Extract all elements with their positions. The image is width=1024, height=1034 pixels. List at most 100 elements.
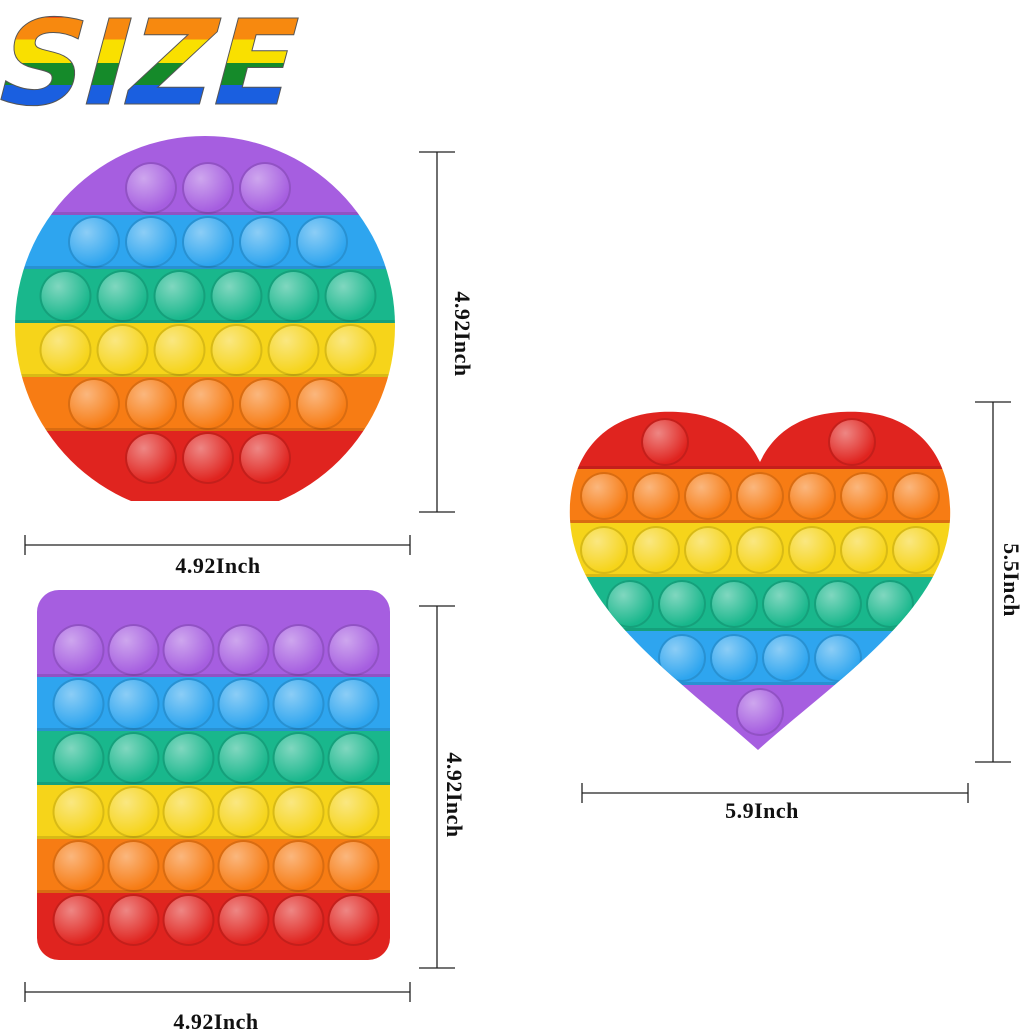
bubble-highlight	[894, 474, 938, 518]
bubble-highlight	[790, 528, 834, 572]
bubble-highlight	[164, 734, 213, 782]
bubble-highlight	[274, 680, 323, 728]
bubble-highlight	[127, 218, 175, 266]
bubble-highlight	[164, 680, 213, 728]
bubble-highlight	[582, 474, 626, 518]
bubble-highlight	[54, 788, 103, 836]
bubble-highlight	[738, 528, 782, 572]
bubble-highlight	[127, 380, 175, 428]
bubble-highlight	[164, 842, 213, 890]
circle-height-label: 4.92Inch	[450, 291, 475, 376]
bubble-highlight	[54, 734, 103, 782]
bubble-highlight	[109, 734, 158, 782]
stripe-divider	[15, 374, 395, 377]
bubble-highlight	[212, 326, 261, 374]
bubble-highlight	[868, 582, 912, 626]
bubble-highlight	[127, 164, 175, 212]
stripe-divider	[15, 266, 395, 269]
stripe-divider	[37, 674, 390, 677]
bubble-highlight	[219, 896, 268, 944]
stripe-divider	[37, 890, 390, 893]
bubble-highlight	[274, 734, 323, 782]
bubble-highlight	[329, 734, 378, 782]
bubble-highlight	[298, 380, 346, 428]
bubble-highlight	[109, 626, 158, 674]
bubble-highlight	[329, 842, 378, 890]
bubble-highlight	[41, 272, 90, 320]
stripe-divider	[569, 628, 951, 631]
stripe-divider	[569, 574, 951, 577]
dimension-line	[419, 605, 455, 969]
bubble-highlight	[155, 272, 204, 320]
heart-height-label: 5.5Inch	[999, 543, 1024, 617]
bubble-highlight	[842, 474, 886, 518]
square-width-label: 4.92Inch	[173, 1009, 258, 1034]
stripe-divider	[569, 466, 951, 469]
heart-width-label: 5.9Inch	[725, 798, 799, 823]
bubble-highlight	[329, 788, 378, 836]
bubble-highlight	[329, 680, 378, 728]
bubble-highlight	[608, 582, 652, 626]
bubble-highlight	[184, 434, 232, 482]
bubble-highlight	[164, 896, 213, 944]
bubble-highlight	[686, 474, 730, 518]
dimension-line	[975, 401, 1011, 763]
square-pop-it-toy	[37, 590, 390, 960]
bubble-highlight	[109, 842, 158, 890]
bubble-highlight	[830, 420, 874, 464]
stripe-divider	[15, 320, 395, 323]
bubble-highlight	[54, 626, 103, 674]
bubble-highlight	[164, 788, 213, 836]
stripe-divider	[37, 836, 390, 839]
bubble-highlight	[127, 434, 175, 482]
bubble-highlight	[98, 272, 147, 320]
bubble-highlight	[41, 326, 90, 374]
bubble-highlight	[660, 636, 704, 680]
bubble-highlight	[241, 380, 289, 428]
bubble-highlight	[738, 690, 782, 734]
bubble-highlight	[329, 896, 378, 944]
bubble-highlight	[660, 582, 704, 626]
square-height-label: 4.92Inch	[442, 752, 467, 837]
bubble-highlight	[712, 636, 756, 680]
bubble-highlight	[164, 626, 213, 674]
bubble-highlight	[738, 474, 782, 518]
bubble-highlight	[184, 218, 232, 266]
bubble-highlight	[790, 474, 834, 518]
bubble-highlight	[241, 164, 289, 212]
dimension-line	[24, 982, 411, 1002]
dimension-line	[581, 783, 969, 803]
bubble-highlight	[326, 326, 375, 374]
bubble-highlight	[269, 272, 318, 320]
dimension-line	[24, 535, 411, 555]
bubble-highlight	[842, 528, 886, 572]
bubble-highlight	[269, 326, 318, 374]
bubble-highlight	[326, 272, 375, 320]
dimension-line	[419, 151, 455, 513]
bubble-highlight	[98, 326, 147, 374]
bubble-highlight	[634, 474, 678, 518]
stripe-divider	[15, 212, 395, 215]
bubble-highlight	[155, 326, 204, 374]
circle-pop-it-toy	[15, 136, 395, 501]
bubble-highlight	[634, 528, 678, 572]
bubble-highlight	[712, 582, 756, 626]
bubble-highlight	[219, 680, 268, 728]
bubble-highlight	[241, 218, 289, 266]
bubble-highlight	[54, 680, 103, 728]
bubble-highlight	[219, 626, 268, 674]
bubble-highlight	[816, 582, 860, 626]
bubble-highlight	[329, 626, 378, 674]
bubble-highlight	[274, 842, 323, 890]
bubble-highlight	[109, 896, 158, 944]
bubble-highlight	[54, 896, 103, 944]
bubble-highlight	[894, 528, 938, 572]
bubble-highlight	[764, 582, 808, 626]
bubble-highlight	[298, 218, 346, 266]
size-logo: SIZE	[0, 0, 301, 132]
stripe-divider	[15, 428, 395, 431]
bubble-highlight	[219, 788, 268, 836]
bubble-highlight	[70, 380, 118, 428]
bubble-highlight	[219, 734, 268, 782]
